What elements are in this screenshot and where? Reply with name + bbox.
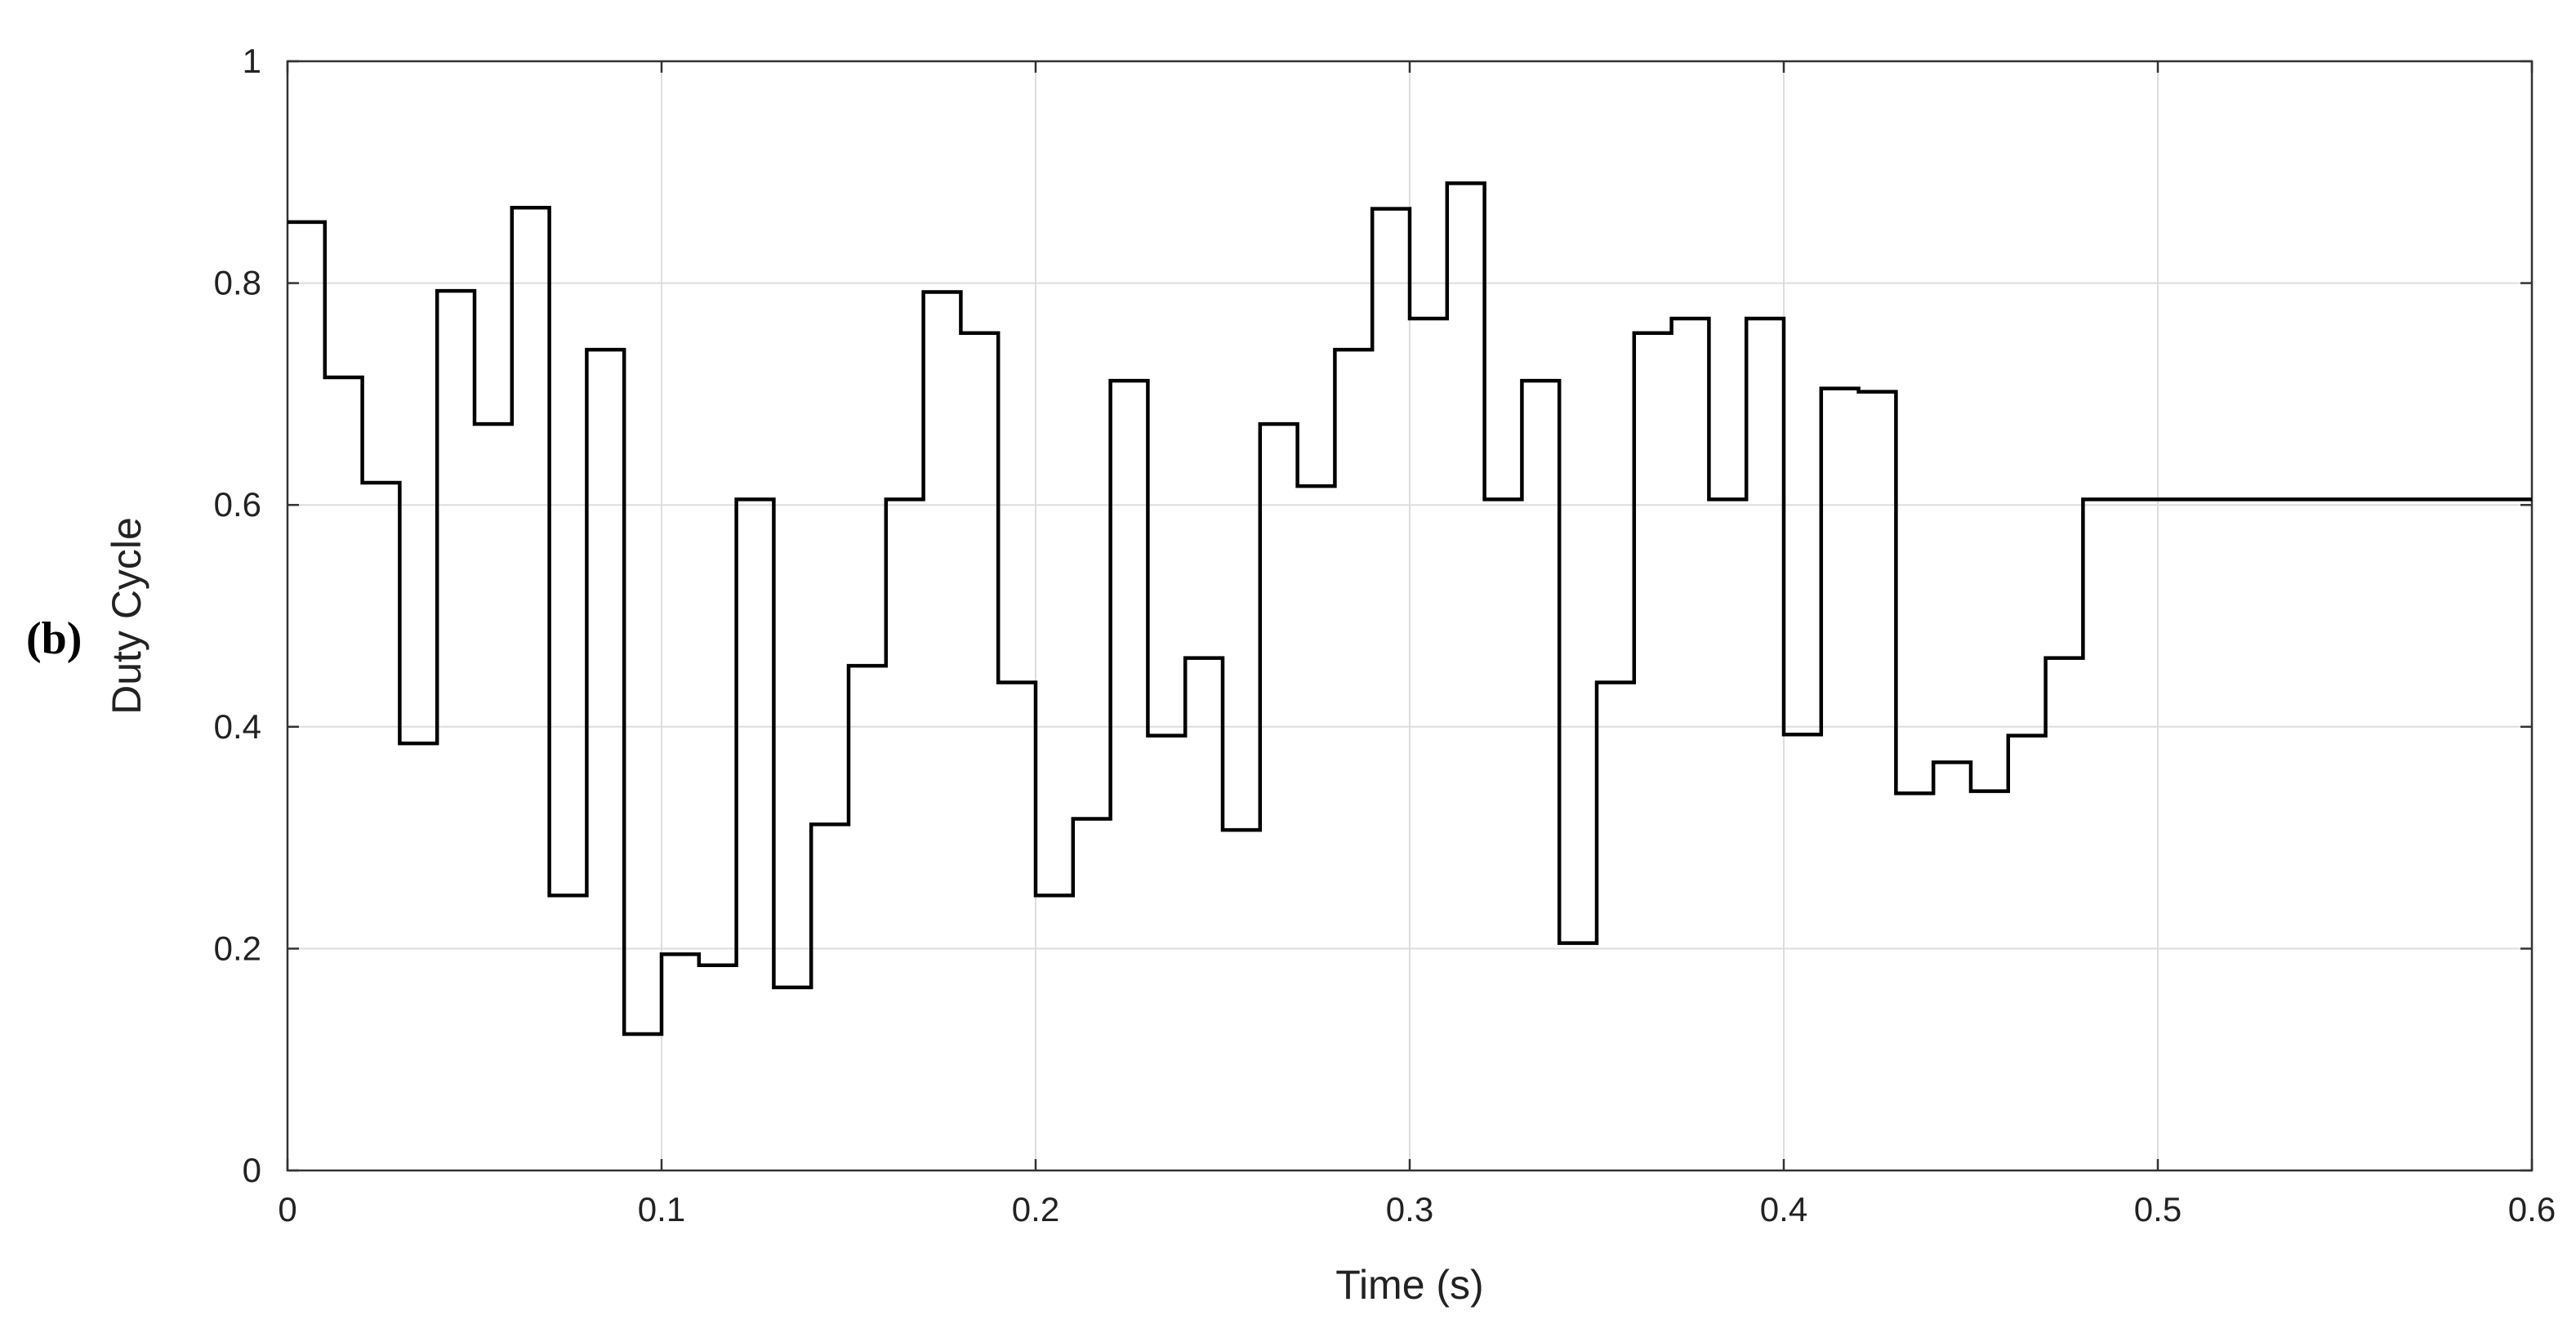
x-tick-label: 0.2 [1012,1190,1059,1228]
y-tick-label: 0.4 [214,707,261,746]
x-tick-labels: 0 0.1 0.2 0.3 0.4 0.5 0.6 [278,1190,2556,1228]
x-tick-label: 0.4 [1760,1190,1807,1228]
axis-ticks [286,60,2534,1172]
x-tick-label: 0.6 [2508,1190,2556,1228]
panel-label: (b) [26,613,82,664]
x-axis-title: Time (s) [1335,1262,1483,1308]
x-tick-label: 0.5 [2134,1190,2182,1228]
y-tick-label: 0.8 [214,264,261,302]
x-tick-label: 0.1 [638,1190,685,1228]
y-tick-label: 1 [243,42,261,80]
x-tick-label: 0 [278,1190,296,1228]
x-tick-label: 0.3 [1386,1190,1433,1228]
y-axis-title: Duty Cycle [104,517,149,715]
y-tick-label: 0 [243,1151,261,1189]
y-tick-label: 0.6 [214,485,261,524]
y-tick-labels: 0 0.2 0.4 0.6 0.8 1 [214,42,261,1189]
y-tick-label: 0.2 [214,929,261,967]
duty-cycle-series-line [287,181,2532,1037]
